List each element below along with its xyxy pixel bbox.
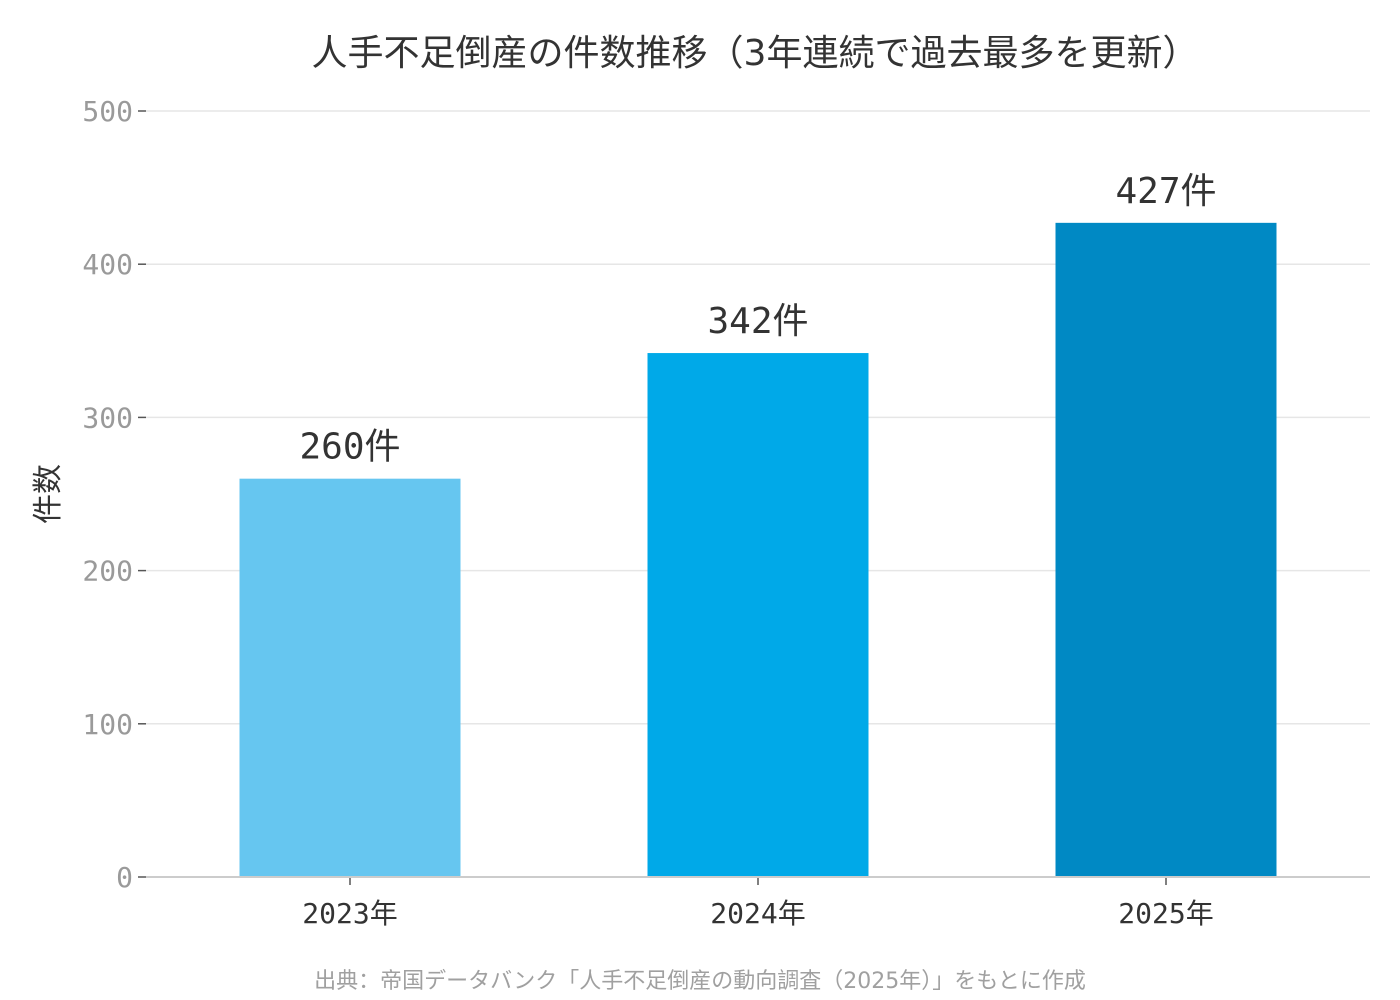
data-label: 260件 [299,427,400,468]
y-tick-label: 400 [82,248,133,281]
y-axis-label: 件数 [31,464,66,524]
chart-title: 人手不足倒産の件数推移（3年連続で過去最多を更新） [312,33,1199,74]
x-tick-label: 2025年 [1118,897,1213,930]
y-tick-label: 300 [82,401,133,434]
y-tick-label: 0 [116,861,133,894]
x-tick-label: 2024年 [710,897,805,930]
data-label: 427件 [1115,171,1216,212]
y-tick-label: 200 [82,555,133,588]
source-note: 出典：帝国データバンク「人手不足倒産の動向調査（2025年）」をもとに作成 [314,969,1086,994]
bar-2 [647,353,869,877]
bars [239,222,1277,877]
data-labels: 260件 342件 427件 [299,171,1216,468]
y-tick-label: 100 [82,708,133,741]
data-label: 342件 [707,301,808,342]
bar-1 [239,478,461,877]
y-axis: 0 100 200 300 400 500 [82,95,146,894]
bar-3 [1055,222,1277,877]
x-tick-label: 2023年 [302,897,397,930]
y-tick-label: 500 [82,95,133,128]
x-axis: 2023年 2024年 2025年 [146,876,1370,930]
